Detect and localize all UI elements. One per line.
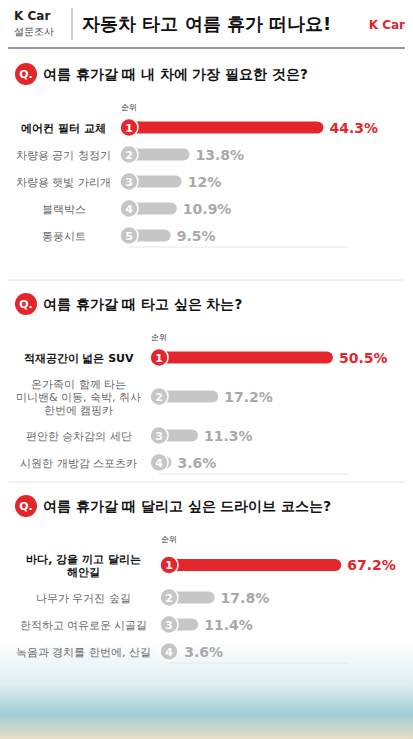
data-label: 9.5% (177, 228, 216, 244)
bar (129, 122, 323, 134)
category-label: 나무가 우거진 숲길 (36, 592, 131, 605)
data-label: 50.5% (339, 350, 388, 366)
category-label: 적재공간이 넓은 SUV (24, 352, 135, 365)
q-mark: Q. (19, 298, 33, 311)
rank-number: 1 (155, 352, 163, 365)
rank-number: 3 (155, 430, 163, 443)
rank-header: 순위 (151, 333, 167, 342)
rank-badge (150, 454, 168, 472)
rank-badge (120, 227, 138, 245)
category-label: 시원한 개방감 스포츠카 (20, 457, 137, 470)
rank-badge (160, 556, 178, 574)
q-mark: Q. (19, 68, 33, 81)
data-label: 13.8% (196, 147, 245, 163)
category-label: 차량용 햇빛 가리개 (16, 176, 111, 189)
rank-number: 4 (165, 646, 173, 659)
infographic: K Car 설문조사 자동차 타고 여름 휴가 떠나요! K Car Q. 여름 휴가갈 … (0, 0, 413, 739)
chart-title: 여름 휴가갈 때 타고 싶은 차는? (43, 296, 242, 312)
bars (129, 122, 323, 242)
survey-label: 설문조사 (14, 26, 54, 37)
rank-number: 5 (125, 230, 133, 243)
data-label: 12% (188, 174, 222, 190)
section-rule (8, 280, 405, 281)
data-label: 10.9% (183, 201, 232, 217)
rank-number: 1 (165, 559, 173, 572)
data-label: 17.8% (221, 590, 270, 606)
rank-badge (120, 119, 138, 137)
q-badge (15, 63, 37, 85)
bar (169, 559, 341, 571)
category-label: 편안한 승차감의 세단 (26, 430, 132, 443)
rank-number: 1 (125, 122, 133, 135)
rank-number: 3 (125, 176, 133, 189)
rank-badge (120, 146, 138, 164)
data-label: 17.2% (224, 389, 273, 405)
bars (159, 352, 333, 469)
category-label: 온가족이 함께 타는미니밴& 이동, 숙박, 취사한번에 캠핑카 (16, 378, 141, 417)
q-badge (15, 293, 37, 315)
rank-badge (120, 173, 138, 191)
q-mark: Q. (19, 500, 33, 513)
rank-number: 3 (165, 619, 173, 632)
rank-badge (160, 643, 178, 661)
chart-title: 여름 휴가갈 때 달리고 싶은 드라이브 코스는? (43, 498, 331, 514)
category-label: 통풍시트 (42, 230, 86, 243)
axis-line (169, 663, 348, 664)
axis-line (159, 474, 348, 475)
rank-badge (160, 589, 178, 607)
rank-number: 4 (155, 457, 163, 470)
rank-number: 2 (125, 149, 133, 162)
axis-line (129, 247, 348, 248)
brand: K Car (14, 9, 50, 23)
data-label: 44.3% (329, 120, 378, 136)
background (0, 640, 413, 739)
rank-number: 2 (155, 391, 163, 404)
category-label: 블랙박스 (42, 203, 86, 216)
category-label: 차량용 공기 청정기 (16, 149, 111, 162)
category-label: 녹음과 경치를 한번에, 산길 (16, 646, 151, 659)
chart-panel: Q. 여름 휴가갈 때 내 차에 가장 필요한 것은? 에어컨 필터 교체차량용 공… (15, 63, 378, 247)
section-rule (8, 482, 405, 483)
rank-badge (120, 200, 138, 218)
rank-badge (150, 388, 168, 406)
chart-panel: Q. 여름 휴가갈 때 달리고 싶은 드라이브 코스는? 바다, 강을 끼고 달리는… (8, 482, 405, 663)
data-label: 67.2% (347, 557, 396, 573)
page-title: 자동차 타고 여름 휴가 떠나요! (82, 13, 331, 34)
category-label: 에어컨 필터 교체 (21, 122, 106, 135)
rank-header: 순위 (121, 103, 137, 112)
rank-number: 4 (125, 203, 133, 216)
q-badge (15, 495, 37, 517)
rank-header: 순위 (161, 535, 177, 544)
rank-badge (160, 616, 178, 634)
rank-badge (150, 349, 168, 367)
bar (159, 352, 333, 364)
category-label: 바다, 강을 끼고 달리는해안길 (26, 553, 141, 579)
rank-number: 2 (165, 592, 173, 605)
divider (72, 8, 73, 40)
chart-panel: Q. 여름 휴가갈 때 타고 싶은 차는? 적재공간이 넓은 SUV 온가족이 함께 … (8, 280, 405, 474)
rank-badge (150, 427, 168, 445)
data-label: 11.4% (204, 617, 253, 633)
category-label: 한적하고 여유로운 시골길 (20, 619, 148, 632)
header-rule (8, 47, 405, 48)
data-label: 11.3% (204, 428, 253, 444)
logo: K Car (369, 18, 405, 32)
chart-title: 여름 휴가갈 때 내 차에 가장 필요한 것은? (43, 66, 308, 82)
data-label: 3.6% (177, 455, 216, 471)
data-label: 3.6% (184, 644, 223, 660)
